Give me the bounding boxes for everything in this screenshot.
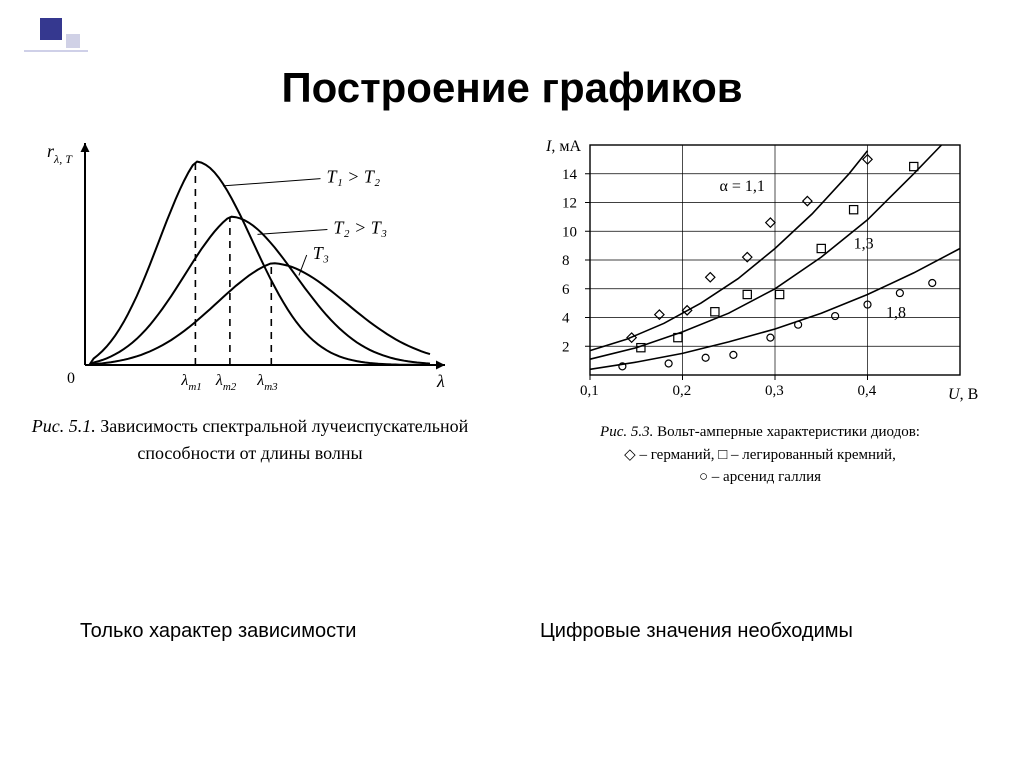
slide: Построение графиков 0 rλ, T λ T₁ > T₂ T₂ > T… (0, 0, 1024, 768)
svg-text:T₂ > T₃: T₂ > T₃ (333, 218, 387, 238)
svg-text:12: 12 (562, 196, 577, 212)
right-bottom-note: Цифровые значения необходимы (540, 620, 853, 643)
left-bottom-note: Только характер зависимости (80, 620, 356, 643)
svg-text:2: 2 (562, 339, 570, 355)
svg-text:U, В: U, В (948, 386, 978, 403)
left-chart-svg: 0 rλ, T λ T₁ > T₂ T₂ > T₃T₃ λm1 λm2 λm3 (30, 125, 470, 405)
svg-text:α = 1,1: α = 1,1 (720, 178, 765, 195)
left-caption: Рис. 5.1. Зависимость спектральной лучеи… (30, 413, 470, 467)
svg-text:0,2: 0,2 (673, 383, 692, 399)
svg-text:I, мА: I, мА (545, 138, 581, 155)
right-fig-text: Вольт-амперные характеристики диодов: (657, 424, 920, 440)
right-fig-label: Рис. 5.3. (600, 424, 657, 440)
svg-text:14: 14 (562, 167, 578, 183)
svg-text:4: 4 (562, 311, 570, 327)
svg-text:6: 6 (562, 282, 570, 298)
svg-text:T₁ > T₂: T₁ > T₂ (327, 167, 381, 187)
slide-title: Построение графиков (0, 64, 1024, 112)
right-legend-line2: ○ – арсенид галлия (699, 469, 821, 485)
accent-square-1 (40, 18, 62, 40)
accent-rule (24, 50, 88, 52)
svg-text:0: 0 (67, 370, 75, 387)
svg-text:1,3: 1,3 (854, 236, 874, 253)
svg-text:λm1: λm1 (180, 372, 201, 393)
svg-text:λm3: λm3 (256, 372, 278, 393)
left-chart-panel: 0 rλ, T λ T₁ > T₂ T₂ > T₃T₃ λm1 λm2 λm3 Рис. 5.… (30, 125, 470, 467)
svg-text:8: 8 (562, 253, 570, 269)
right-chart-panel: 0,1 0,2 0,3 0,4 2 4 6 8 10 12 14 I, мА U, В α = 1,1 1,… (520, 125, 1000, 489)
svg-text:λ: λ (436, 371, 445, 391)
svg-text:0,3: 0,3 (765, 383, 784, 399)
right-legend-line1: ◇ – германий, □ – легированный кремний, (624, 447, 896, 463)
svg-text:λm2: λm2 (215, 372, 237, 393)
accent-square-2 (66, 34, 80, 48)
svg-text:1,8: 1,8 (886, 305, 906, 322)
svg-text:T₃: T₃ (313, 243, 329, 263)
left-fig-text: Зависимость спектральной лучеиспускатель… (100, 416, 468, 463)
right-caption: Рис. 5.3. Вольт-амперные характеристики … (520, 421, 1000, 489)
svg-text:0,1: 0,1 (580, 383, 599, 399)
svg-text:10: 10 (562, 224, 577, 240)
right-chart-svg: 0,1 0,2 0,3 0,4 2 4 6 8 10 12 14 I, мА U, В α = 1,1 1,… (520, 125, 1000, 415)
left-fig-label: Рис. 5.1. (32, 416, 100, 436)
svg-text:rλ, T: rλ, T (47, 141, 73, 166)
svg-text:0,4: 0,4 (858, 383, 877, 399)
